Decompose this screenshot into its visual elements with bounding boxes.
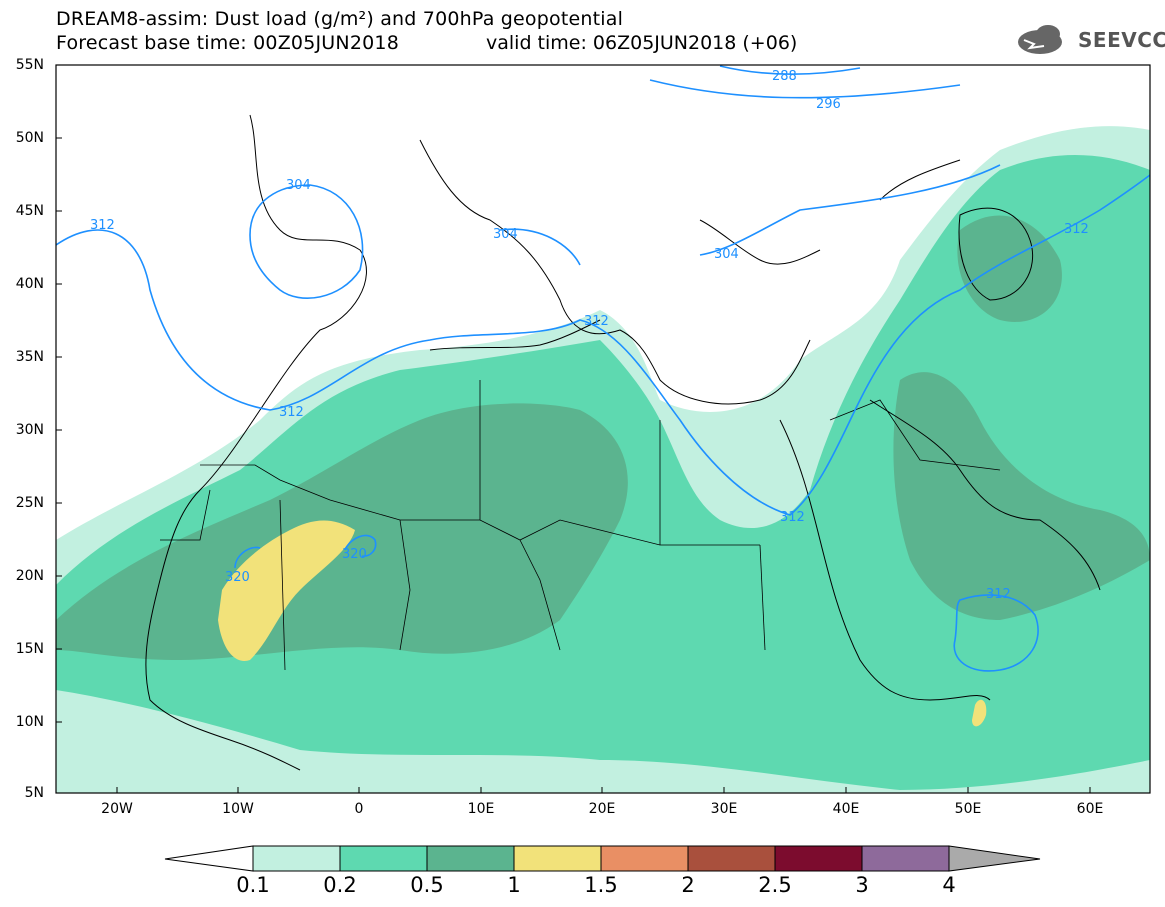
lat-label: 55N: [15, 57, 44, 73]
colorbar-swatch: [774, 845, 863, 872]
lon-label: 40E: [832, 801, 860, 817]
contour-label: 304: [286, 178, 311, 193]
contour-label-group: 288 296 304 304 304 312 312 312 312 312 …: [90, 69, 1089, 602]
colorbar-swatch: [513, 845, 602, 872]
lon-label: 20W: [101, 801, 133, 817]
contour-label: 304: [493, 227, 518, 242]
forecast-base-time: Forecast base time: 00Z05JUN2018: [56, 32, 399, 54]
geopotential-contours: [56, 65, 1150, 672]
colorbar-label: 0.2: [323, 873, 357, 897]
lat-label: 30N: [15, 422, 44, 438]
lon-label: 10W: [222, 801, 254, 817]
lat-label: 5N: [24, 785, 44, 801]
logo-text: SEEVCCC: [1078, 28, 1165, 52]
colorbar: [164, 845, 1041, 872]
colorbar-label: 2.5: [758, 873, 792, 897]
colorbar-high-arrow: [948, 845, 1041, 872]
lon-label: 0: [354, 801, 364, 817]
lon-label: 10E: [467, 801, 495, 817]
contour-label: 304: [714, 247, 739, 262]
lat-label: 25N: [15, 495, 44, 511]
colorbar-label: 1.5: [584, 873, 618, 897]
colorbar-label: 3: [855, 873, 869, 897]
contour-label: 296: [816, 97, 841, 112]
colorbar-label: 1: [507, 873, 521, 897]
colorbar-low-arrow: [164, 845, 254, 872]
map-frame: [55, 64, 1151, 794]
contour-label: 320: [342, 547, 367, 562]
coastlines: [145, 114, 1101, 771]
colorbar-swatch: [252, 845, 341, 872]
contour-label: 312: [90, 218, 115, 233]
lon-label: 60E: [1076, 801, 1104, 817]
lat-label: 20N: [15, 568, 44, 584]
seevccc-logo-icon: [1018, 25, 1062, 54]
lat-label: 35N: [15, 349, 44, 365]
lat-label: 10N: [15, 714, 44, 730]
colorbar-label: 4: [942, 873, 956, 897]
lat-label: 40N: [15, 276, 44, 292]
contour-label: 312: [584, 314, 609, 329]
colorbar-swatch: [861, 845, 950, 872]
colorbar-label: 0.5: [410, 873, 444, 897]
contour-label: 288: [772, 69, 797, 84]
contour-label: 312: [780, 510, 805, 525]
contour-label: 312: [986, 587, 1011, 602]
valid-time: valid time: 06Z05JUN2018 (+06): [486, 32, 798, 54]
colorbar-swatch: [687, 845, 776, 872]
colorbar-swatch: [600, 845, 689, 872]
dust-area-yellow: [218, 520, 987, 727]
colorbar-swatch: [426, 845, 515, 872]
axis-ticks: [56, 64, 1091, 793]
colorbar-swatch: [339, 845, 428, 872]
country-borders: [160, 380, 1001, 671]
lat-label: 45N: [15, 203, 44, 219]
colorbar-label: 0.1: [236, 873, 270, 897]
colorbar-label: 2: [681, 873, 695, 897]
contour-label: 312: [1064, 222, 1089, 237]
lat-label: 50N: [15, 130, 44, 146]
contour-label: 312: [279, 405, 304, 420]
lat-label: 15N: [15, 641, 44, 657]
lon-label: 50E: [954, 801, 982, 817]
map-title: DREAM8-assim: Dust load (g/m²) and 700hP…: [56, 8, 624, 30]
lon-label: 20E: [588, 801, 616, 817]
lon-label: 30E: [710, 801, 738, 817]
contour-label: 320: [225, 570, 250, 585]
